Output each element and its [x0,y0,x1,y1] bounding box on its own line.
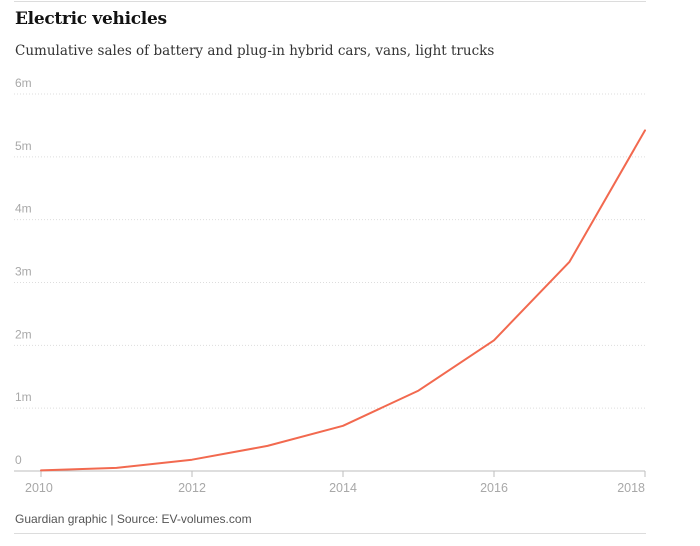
y-tick-label: 2m [15,327,32,341]
y-tick-label: 1m [15,390,32,404]
y-tick-label: 4m [15,202,32,216]
x-axis-ticks: 2010 2012 2014 2016 2018 [25,471,646,495]
y-tick-label: 5m [15,139,32,153]
x-tick-label: 2010 [25,481,53,495]
chart-title: Electric vehicles [15,9,167,29]
series-line [40,129,646,472]
chart-subtitle: Cumulative sales of battery and plug-in … [15,43,495,59]
source-note: Guardian graphic | Source: EV-volumes.co… [15,512,252,526]
top-rule [14,1,646,2]
bottom-rule [14,533,646,534]
gridlines [14,93,645,409]
y-tick-label: 0 [15,453,22,467]
x-tick-label: 2014 [329,481,357,495]
y-axis-ticks: 0 1m 2m 3m 4m 5m 6m [15,76,32,467]
x-tick-label: 2018 [617,481,645,495]
x-tick-label: 2012 [178,481,206,495]
y-tick-label: 6m [15,76,32,90]
y-tick-label: 3m [15,265,32,279]
x-tick-label: 2016 [480,481,508,495]
series [40,129,646,472]
